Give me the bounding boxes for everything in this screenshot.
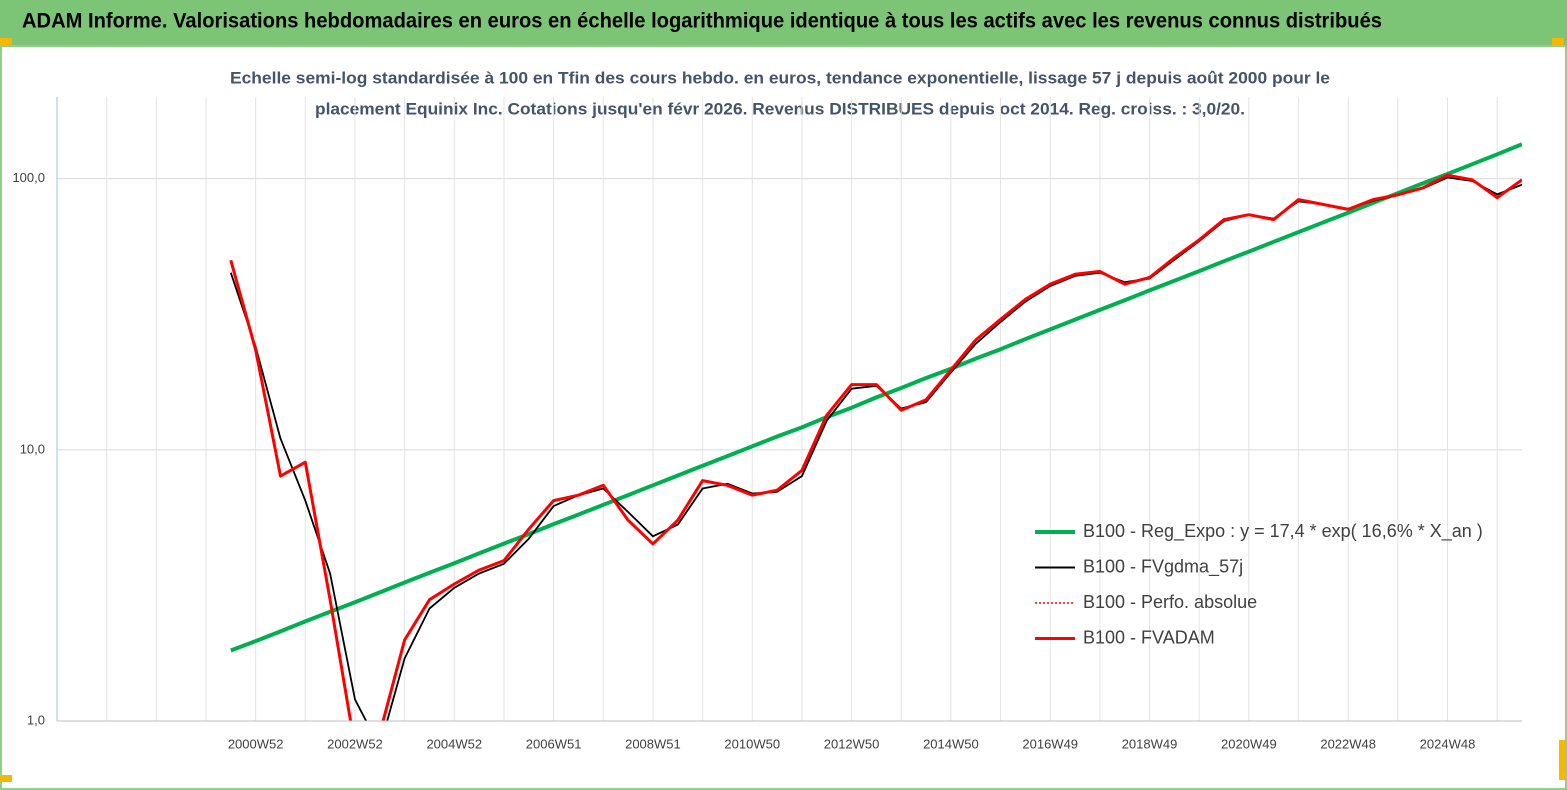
grid: 1,0 10,0 100,0 2000W52 2002W52 2004W52 2006W51… — [12, 97, 1522, 751]
x-tick-label: 2010W50 — [724, 736, 780, 751]
legend-label: B100 - FVADAM — [1083, 627, 1215, 647]
legend-label: B100 - FVgdma_57j — [1083, 556, 1243, 577]
corner-mark — [0, 775, 12, 782]
plot-area — [229, 142, 1522, 721]
x-tick-label: 2016W49 — [1022, 736, 1078, 751]
chart-subtitle: Echelle semi-log standardisée à 100 en T… — [230, 68, 1330, 87]
x-tick-label: 2022W48 — [1320, 736, 1376, 751]
x-tick-label: 2012W50 — [824, 736, 880, 751]
chart-subtitle: placement Equinix Inc. Cotations jusqu'e… — [315, 99, 1245, 118]
x-tick-label: 2014W50 — [923, 736, 979, 751]
chart-frame — [0, 45, 1567, 790]
series-line — [229, 173, 1522, 721]
chart-title: ADAM Informe. Valorisations hebdomadaire… — [22, 10, 1382, 33]
legend: B100 - Reg_Expo : y = 17,4 * exp( 16,6% … — [1035, 521, 1483, 647]
x-tick-label: 2024W48 — [1420, 736, 1476, 751]
corner-mark — [0, 38, 12, 45]
title-band — [0, 0, 1567, 45]
corner-mark — [1559, 740, 1565, 780]
x-tick-label: 2018W49 — [1122, 736, 1178, 751]
x-tick-label: 2004W52 — [426, 736, 482, 751]
x-tick-label: 2000W52 — [228, 736, 284, 751]
y-tick-label: 1,0 — [27, 712, 45, 727]
legend-label: B100 - Perfo. absolue — [1083, 592, 1257, 612]
legend-label: B100 - Reg_Expo : y = 17,4 * exp( 16,6% … — [1083, 521, 1483, 542]
y-tick-label: 100,0 — [12, 170, 45, 185]
x-tick-label: 2006W51 — [526, 736, 582, 751]
x-tick-label: 2002W52 — [327, 736, 383, 751]
series-line — [230, 142, 1522, 653]
corner-mark — [1552, 38, 1564, 45]
x-tick-label: 2008W51 — [625, 736, 681, 751]
x-tick-label: 2020W49 — [1221, 736, 1277, 751]
y-tick-label: 10,0 — [20, 441, 45, 456]
